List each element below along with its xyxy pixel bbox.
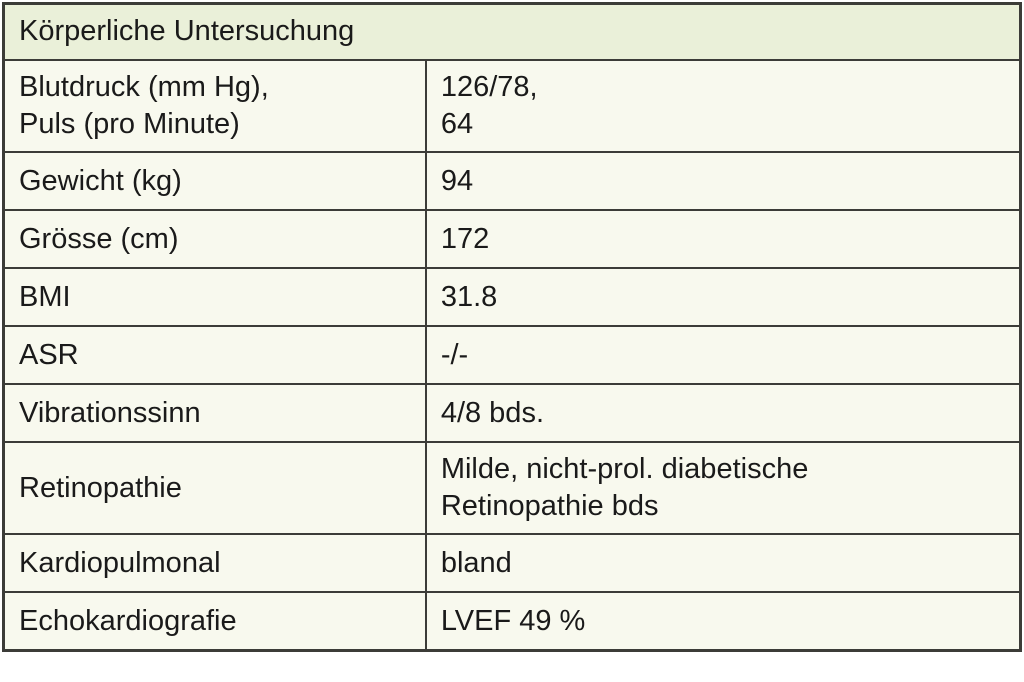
physical-examination-table: Körperliche Untersuchung Blutdruck (mm H… (2, 2, 1022, 653)
row-value-cell: 172 (440, 222, 490, 255)
row-value-cell: 94 (440, 164, 474, 197)
table-row-kardiopulmonal: Kardiopulmonal bland (5, 535, 1019, 594)
row-label-cell: Blutdruck (mm Hg), Puls (pro Minute) (5, 61, 427, 152)
row-label-cell: Gewicht (kg) (5, 153, 427, 210)
row-label-cell: Echokardiografie (5, 593, 427, 650)
table-title: Körperliche Untersuchung (19, 15, 355, 48)
row-label-cell: BMI (5, 269, 427, 326)
row-value-cell: -/- (440, 338, 469, 371)
row-value-cell: 4/8 bds. (440, 396, 544, 429)
row-label-cell: ASR (5, 327, 427, 384)
table-row-vibrationssinn: Vibrationssinn 4/8 bds. (5, 385, 1019, 444)
row-label-cell: Kardiopulmonal (5, 535, 427, 592)
table-row-bmi: BMI 31.8 (5, 269, 1019, 328)
row-value-cell: 31.8 (440, 280, 498, 313)
row-label-cell: Grösse (cm) (5, 211, 427, 268)
table-header: Körperliche Untersuchung (5, 5, 1019, 61)
row-label-cell: Retinopathie (5, 443, 427, 534)
table-row-gewicht: Gewicht (kg) 94 (5, 153, 1019, 212)
table-row-blutdruck-puls: Blutdruck (mm Hg), Puls (pro Minute) 126… (5, 61, 1019, 154)
row-value-cell: bland (440, 546, 512, 579)
row-label-cell: Vibrationssinn (5, 385, 427, 442)
row-value-cell: 126/78, 64 (440, 71, 538, 141)
table-row-asr: ASR -/- (5, 327, 1019, 386)
row-value-cell: Milde, nicht-prol. diabetische Retinopat… (440, 453, 809, 523)
row-value-cell: LVEF 49 % (440, 604, 586, 637)
table-row-retinopathie: Retinopathie Milde, nicht-prol. diabetis… (5, 443, 1019, 536)
table-row-echokardiografie: Echokardiografie LVEF 49 % (5, 593, 1019, 650)
table-row-groesse: Grösse (cm) 172 (5, 211, 1019, 270)
